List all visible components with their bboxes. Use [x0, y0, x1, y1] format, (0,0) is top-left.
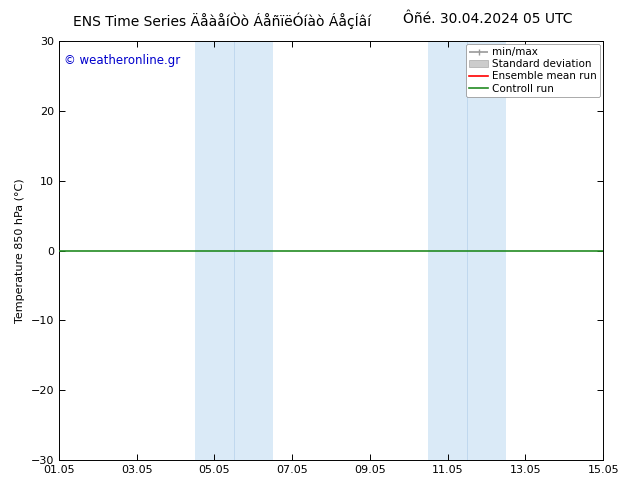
Bar — [428, 41, 506, 460]
Text: © weatheronline.gr: © weatheronline.gr — [65, 53, 181, 67]
Text: ENS Time Series ÄåàåíÒò ÁåñïëÓíàò ÁåçÍâí: ENS Time Series ÄåàåíÒò ÁåñïëÓíàò ÁåçÍâí — [73, 12, 371, 29]
Text: Ôñé. 30.04.2024 05 UTC: Ôñé. 30.04.2024 05 UTC — [403, 12, 573, 26]
Legend: min/max, Standard deviation, Ensemble mean run, Controll run: min/max, Standard deviation, Ensemble me… — [466, 44, 600, 97]
Y-axis label: Temperature 850 hPa (°C): Temperature 850 hPa (°C) — [15, 178, 25, 323]
Bar — [195, 41, 273, 460]
